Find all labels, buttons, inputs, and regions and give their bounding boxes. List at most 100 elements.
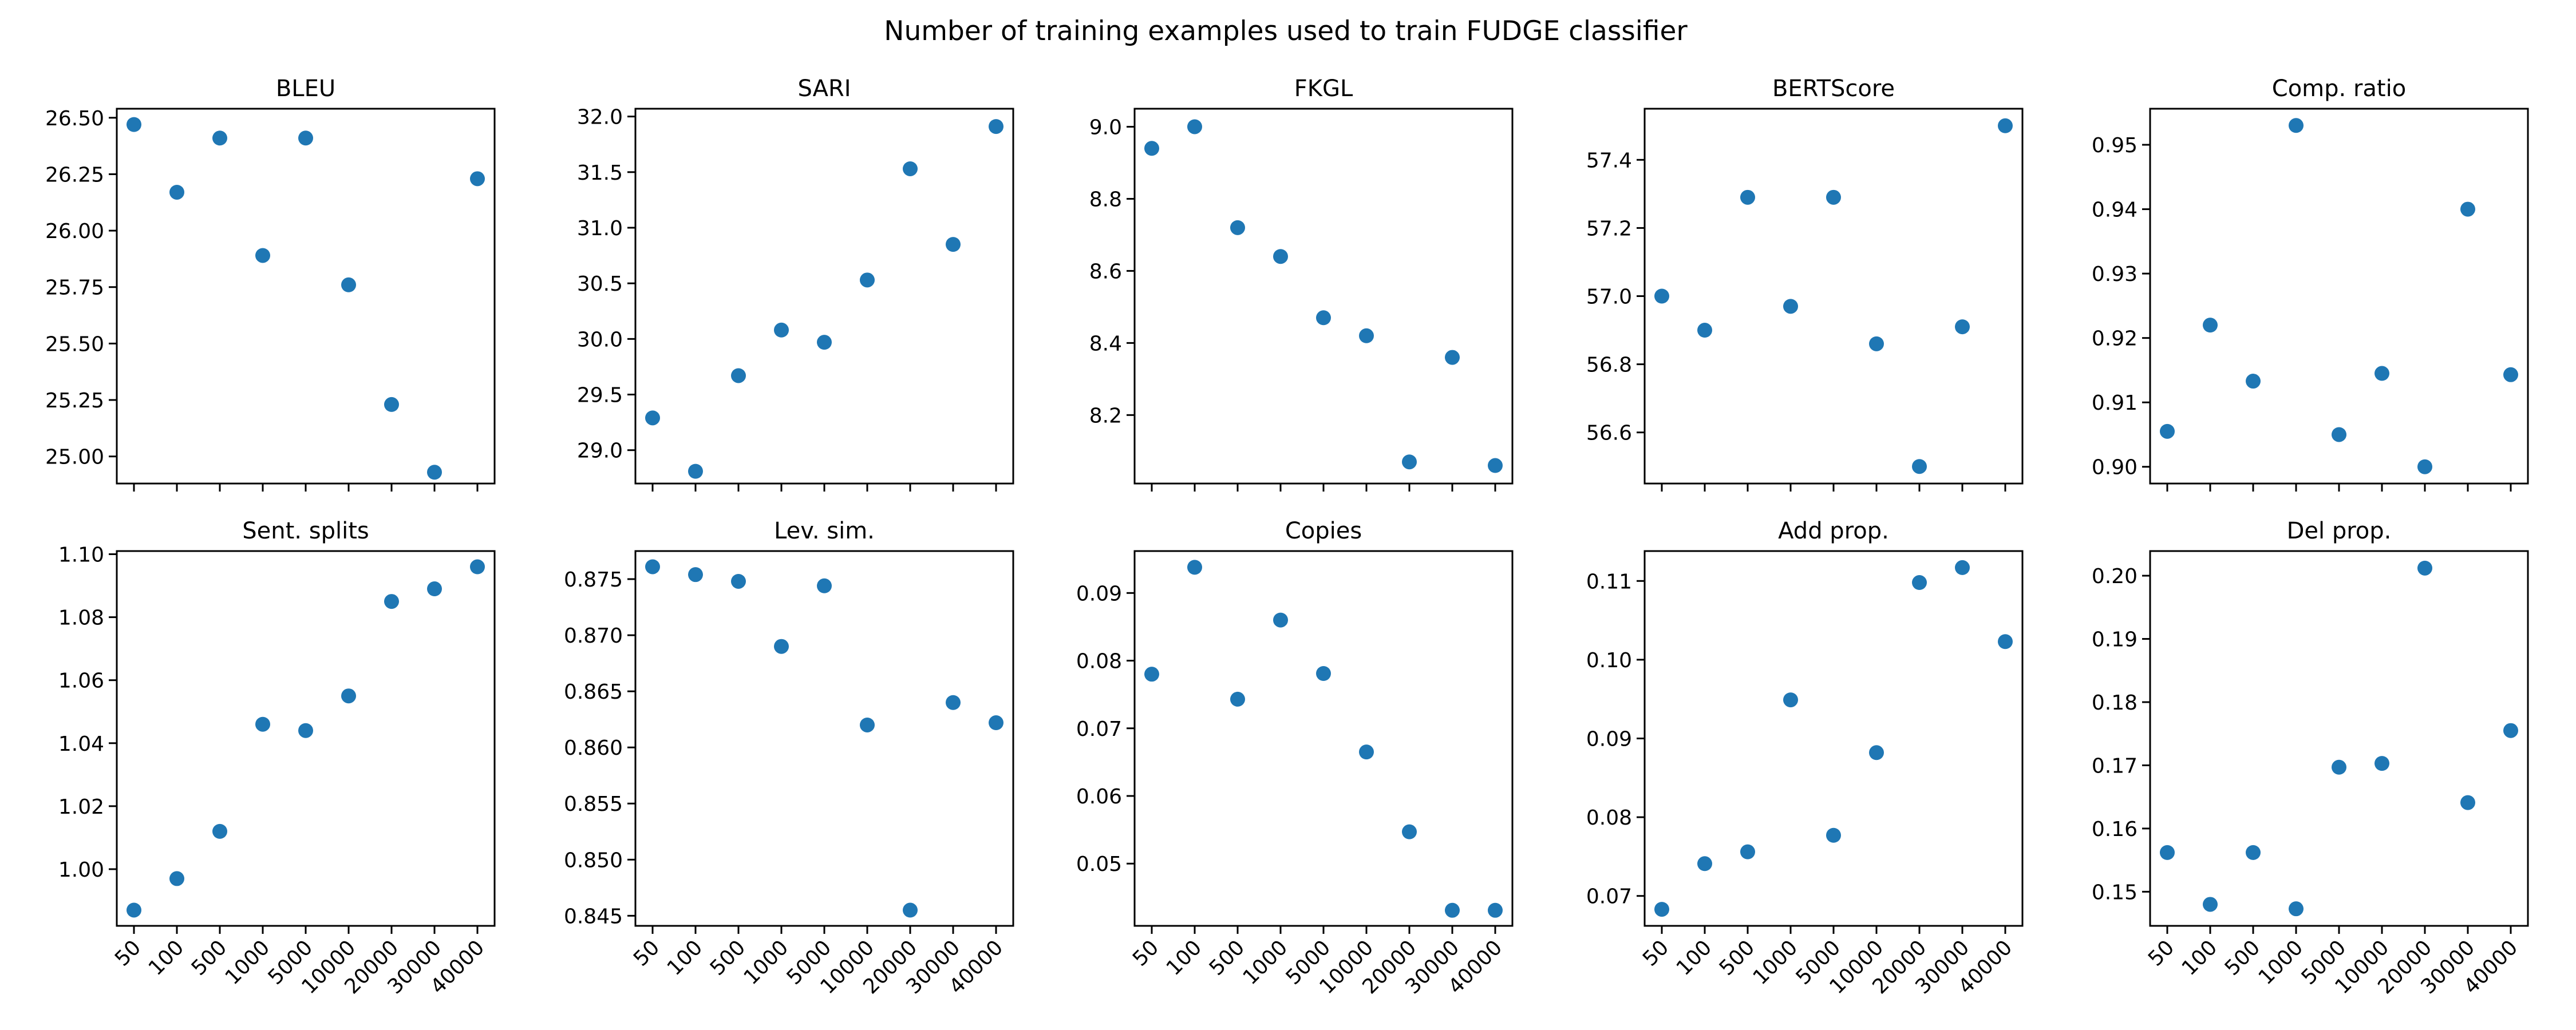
- add-prop-point: [1826, 827, 1841, 843]
- sari-point: [688, 464, 703, 479]
- add-prop-point: [1697, 856, 1712, 871]
- lev-sim-point: [903, 902, 918, 918]
- fkgl-point: [1316, 310, 1331, 326]
- bleu-point: [169, 184, 184, 200]
- bleu-point: [212, 130, 227, 146]
- bertscore-panel: BERTScore 56.6 56.8 57.0 57.2 57.4: [1586, 76, 2024, 492]
- bertscore-point: [1998, 118, 2013, 133]
- del-prop-point: [2417, 560, 2432, 576]
- sari-point: [731, 368, 746, 383]
- sari-title: SARI: [797, 76, 851, 102]
- del-prop-axes-frame: [2149, 550, 2529, 927]
- add-prop-xtick-label: 100: [1672, 936, 1717, 980]
- subplot-grid: BLEU 25.00 25.25 25.50 25.75 26.00 26.25 26.50 S…: [45, 76, 2529, 999]
- bertscore-point: [1912, 459, 1927, 474]
- sent-splits-ytick-label: 1.04: [58, 732, 104, 756]
- del-prop-xtick-label: 1000: [2254, 936, 2308, 989]
- lev-sim-ytick-label: 0.850: [564, 849, 623, 872]
- bleu-ytick-label: 26.00: [45, 220, 104, 243]
- sent-splits-title: Sent. splits: [242, 518, 369, 544]
- del-prop-point: [2160, 845, 2175, 860]
- sari-ytick-label: 30.0: [577, 328, 623, 351]
- bertscore-ytick-label: 57.0: [1586, 286, 1632, 309]
- lev-sim-point: [688, 567, 703, 583]
- bleu-title: BLEU: [276, 76, 335, 102]
- bleu-point: [384, 397, 399, 412]
- fkgl-ytick-label: 9.0: [1089, 116, 1122, 139]
- bertscore-ytick-label: 57.2: [1586, 217, 1632, 240]
- del-prop-ytick-label: 0.16: [2092, 818, 2138, 841]
- bertscore-point: [1740, 189, 1755, 205]
- copies-panel: Copies0.050.060.070.080.0950100500100050…: [1076, 518, 1514, 999]
- sent-splits-point: [212, 823, 227, 839]
- lev-sim-ytick-label: 0.865: [564, 680, 623, 704]
- comp-ratio-point: [2503, 367, 2518, 382]
- bleu-ytick-label: 25.75: [45, 276, 104, 300]
- fkgl-point: [1144, 141, 1159, 156]
- sent-splits-ytick-label: 1.00: [58, 858, 104, 882]
- comp-ratio-point: [2374, 366, 2389, 381]
- fkgl-axes-frame: [1133, 108, 1514, 485]
- add-prop-ytick-label: 0.09: [1586, 728, 1632, 751]
- bertscore-ytick-label: 56.8: [1586, 354, 1632, 377]
- bleu-point: [427, 465, 442, 480]
- lev-sim-point: [731, 573, 746, 589]
- del-prop-ytick-label: 0.17: [2092, 754, 2138, 778]
- bertscore-ytick-label: 56.6: [1586, 422, 1632, 445]
- sari-point: [860, 272, 875, 288]
- sent-splits-point: [298, 723, 313, 738]
- fkgl-point: [1187, 119, 1202, 134]
- del-prop-panel: Del prop.0.150.160.170.180.190.205010050…: [2092, 518, 2529, 999]
- copies-point: [1144, 667, 1159, 682]
- bertscore-axes-frame: [1643, 108, 2024, 485]
- bleu-point: [298, 130, 313, 146]
- bleu-axes-frame: [116, 108, 496, 485]
- del-prop-ytick-label: 0.18: [2092, 691, 2138, 715]
- bleu-point: [255, 248, 270, 263]
- sari-ytick-label: 29.0: [577, 439, 623, 463]
- sent-splits-point: [169, 871, 184, 886]
- copies-point: [1445, 902, 1460, 918]
- sent-splits-axes-frame: [116, 550, 496, 927]
- copies-ytick-label: 0.09: [1076, 582, 1122, 605]
- figure-title: Number of training examples used to trai…: [884, 15, 1688, 47]
- copies-point: [1230, 691, 1245, 707]
- comp-ratio-point: [2417, 459, 2432, 474]
- copies-xtick-label: 50: [1128, 936, 1163, 970]
- sent-splits-ytick-label: 1.10: [58, 544, 104, 567]
- add-prop-ytick-label: 0.07: [1586, 885, 1632, 909]
- comp-ratio-point: [2203, 318, 2218, 333]
- add-prop-point: [1912, 575, 1927, 591]
- sari-panel: SARI 29.0 29.5 30.0 30.5 31.0 31.5 32.0: [577, 76, 1014, 492]
- bertscore-title: BERTScore: [1772, 76, 1895, 102]
- bleu-ytick-label: 26.50: [45, 107, 104, 130]
- copies-axes-frame: [1133, 550, 1514, 927]
- copies-title: Copies: [1285, 518, 1362, 544]
- sari-point: [989, 119, 1003, 134]
- copies-ytick-label: 0.08: [1076, 650, 1122, 674]
- sent-splits-xtick-label: 100: [144, 936, 189, 980]
- comp-ratio-point: [2460, 201, 2475, 217]
- lev-sim-xtick-label: 1000: [740, 936, 793, 989]
- fkgl-title: FKGL: [1294, 76, 1353, 102]
- bleu-point: [341, 277, 356, 292]
- comp-ratio-ytick-label: 0.93: [2092, 263, 2138, 286]
- del-prop-point: [2203, 897, 2218, 912]
- bleu-ytick-label: 25.00: [45, 446, 104, 469]
- comp-ratio-ytick-label: 0.91: [2092, 391, 2138, 415]
- bertscore-point: [1869, 336, 1884, 351]
- del-prop-xtick-label: 50: [2144, 936, 2179, 970]
- del-prop-ytick-label: 0.15: [2092, 881, 2138, 904]
- sent-splits-point: [255, 716, 270, 732]
- sent-splits-ytick-label: 1.08: [58, 607, 104, 630]
- comp-ratio-title: Comp. ratio: [2272, 76, 2406, 102]
- lev-sim-axes-frame: [634, 550, 1014, 927]
- fkgl-ytick-label: 8.8: [1089, 188, 1122, 211]
- fkgl-point: [1488, 458, 1503, 473]
- comp-ratio-axes-frame: [2149, 108, 2529, 485]
- copies-point: [1273, 612, 1288, 628]
- comp-ratio-ytick-label: 0.95: [2092, 134, 2138, 157]
- lev-sim-xtick-label: 50: [629, 936, 664, 970]
- copies-point: [1359, 744, 1374, 760]
- bertscore-point: [1955, 319, 1970, 335]
